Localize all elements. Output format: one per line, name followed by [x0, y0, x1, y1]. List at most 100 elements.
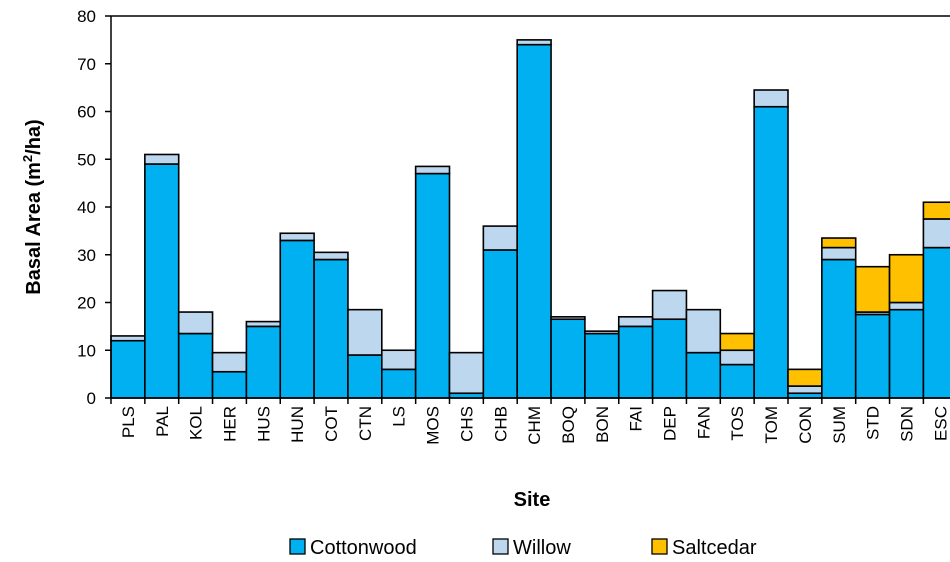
bar-cottonwood-sdn — [888, 308, 925, 399]
y-tick-label: 10 — [77, 341, 96, 360]
bar-willow-chm — [516, 39, 552, 46]
bar-saltcedar-sum — [821, 237, 857, 249]
x-tick-label: CHM — [525, 406, 544, 445]
bar-cottonwood-hus — [245, 325, 282, 399]
legend: Cottonwood Willow Saltcedar — [289, 537, 757, 559]
bar-willow-her — [211, 351, 248, 373]
legend-swatch-saltcedar — [651, 538, 668, 555]
y-axis: 0 10 20 30 40 50 60 70 80 — [77, 7, 950, 408]
bar-cottonwood-bon — [584, 332, 620, 399]
bar-cottonwood-dep — [651, 318, 688, 399]
bar-willow-chs — [448, 351, 485, 395]
x-tick-label: HUS — [254, 406, 273, 442]
legend-swatch-willow — [492, 538, 509, 555]
bar-willow-esc — [922, 218, 950, 249]
bar-cottonwood-cot — [313, 258, 349, 399]
bar-saltcedar-tos — [719, 332, 755, 352]
bar-willow-bon — [584, 330, 620, 335]
bar-willow-boq — [550, 316, 586, 321]
x-tick-label: BOQ — [559, 406, 578, 444]
y-tick-label: 30 — [77, 246, 96, 265]
bar-cottonwood-ls — [380, 368, 417, 399]
bar-cottonwood-tos — [719, 363, 755, 399]
bar-willow-pal — [144, 153, 180, 165]
bar-willow-tos — [719, 349, 755, 366]
bar-cottonwood-std — [854, 313, 891, 399]
bar-cottonwood-mos — [414, 172, 451, 399]
x-tick-label: STD — [864, 406, 883, 440]
y-axis-title-superscript: 2 — [20, 155, 35, 162]
x-tick-label: SDN — [897, 406, 916, 442]
bar-willow-mos — [414, 165, 451, 175]
bar-cottonwood-tom — [753, 105, 789, 399]
bar-saltcedar-std — [854, 265, 891, 313]
x-tick-label: LS — [390, 406, 409, 427]
bar-cottonwood-hun — [279, 239, 315, 399]
x-tick-label: CHB — [491, 406, 510, 442]
bar-cottonwood-fai — [617, 325, 654, 399]
legend-swatch-cottonwood — [289, 538, 306, 555]
bar-willow-fan — [685, 308, 722, 354]
x-tick-label: KOL — [187, 406, 206, 440]
bar-willow-sum — [821, 246, 857, 261]
bar-cottonwood-pal — [144, 163, 180, 399]
bar-cottonwood-pls — [110, 339, 146, 399]
bar-cottonwood-boq — [550, 318, 586, 399]
y-tick-label: 40 — [77, 198, 96, 217]
legend-label-cottonwood: Cottonwood — [310, 537, 417, 559]
bar-cottonwood-chm — [516, 43, 552, 399]
bar-saltcedar-sdn — [888, 253, 925, 304]
x-tick-label: COT — [322, 406, 341, 442]
y-tick-label: 70 — [77, 55, 96, 74]
y-axis-title: Basal Area (m2/ha) — [20, 119, 45, 294]
bar-willow-tom — [753, 89, 789, 108]
y-tick-label: 80 — [77, 7, 96, 26]
y-axis-title-tail: /ha) — [23, 119, 45, 155]
x-tick-label: FAI — [627, 406, 646, 432]
x-tick-label: MOS — [424, 406, 443, 445]
bar-saltcedar-esc — [922, 201, 950, 220]
x-tick-label: TOS — [728, 406, 747, 441]
bar-cottonwood-esc — [922, 246, 950, 399]
x-axis: PLS PAL KOL HER HUS HUN COT CTN LS MOS CHS CHB CHM BO… — [110, 397, 950, 445]
bar-cottonwood-chb — [482, 249, 519, 399]
x-tick-label: TOM — [762, 406, 781, 443]
bar-willow-hun — [279, 232, 315, 242]
bar-willow-dep — [651, 289, 688, 321]
x-tick-label: CON — [796, 406, 815, 444]
legend-label-willow: Willow — [513, 537, 571, 559]
bar-willow-ls — [380, 349, 417, 371]
bar-willow-cot — [313, 251, 349, 261]
x-tick-label: SUM — [830, 406, 849, 444]
bar-saltcedar-con — [787, 368, 823, 387]
x-tick-label: FAN — [694, 406, 713, 439]
x-tick-label: PLS — [119, 406, 138, 438]
bar-cottonwood-her — [211, 370, 248, 399]
bar-willow-chb — [482, 225, 519, 251]
y-tick-label: 0 — [87, 389, 96, 408]
bar-willow-pls — [110, 335, 146, 342]
legend-label-saltcedar: Saltcedar — [672, 537, 757, 559]
bar-willow-kol — [177, 311, 214, 335]
bar-willow-sdn — [888, 301, 925, 311]
bar-cottonwood-fan — [685, 351, 722, 399]
x-tick-label: ESC — [931, 406, 950, 441]
bar-willow-fai — [617, 316, 654, 328]
y-tick-label: 20 — [77, 294, 96, 313]
x-tick-label: HER — [220, 406, 239, 442]
y-tick-label: 50 — [77, 150, 96, 169]
bar-cottonwood-sum — [821, 258, 857, 399]
bar-willow-ctn — [347, 308, 383, 356]
bar-willow-hus — [245, 320, 282, 328]
bar-cottonwood-ctn — [347, 354, 383, 399]
x-tick-label: HUN — [288, 406, 307, 443]
x-tick-label: CHS — [457, 406, 476, 442]
y-tick-label: 60 — [77, 103, 96, 122]
plot-area — [110, 39, 950, 399]
x-tick-label: DEP — [661, 406, 680, 441]
bar-cottonwood-kol — [177, 332, 214, 399]
x-axis-title: Site — [514, 489, 551, 511]
bar-willow-con — [787, 385, 823, 395]
x-tick-label: CTN — [356, 406, 375, 441]
